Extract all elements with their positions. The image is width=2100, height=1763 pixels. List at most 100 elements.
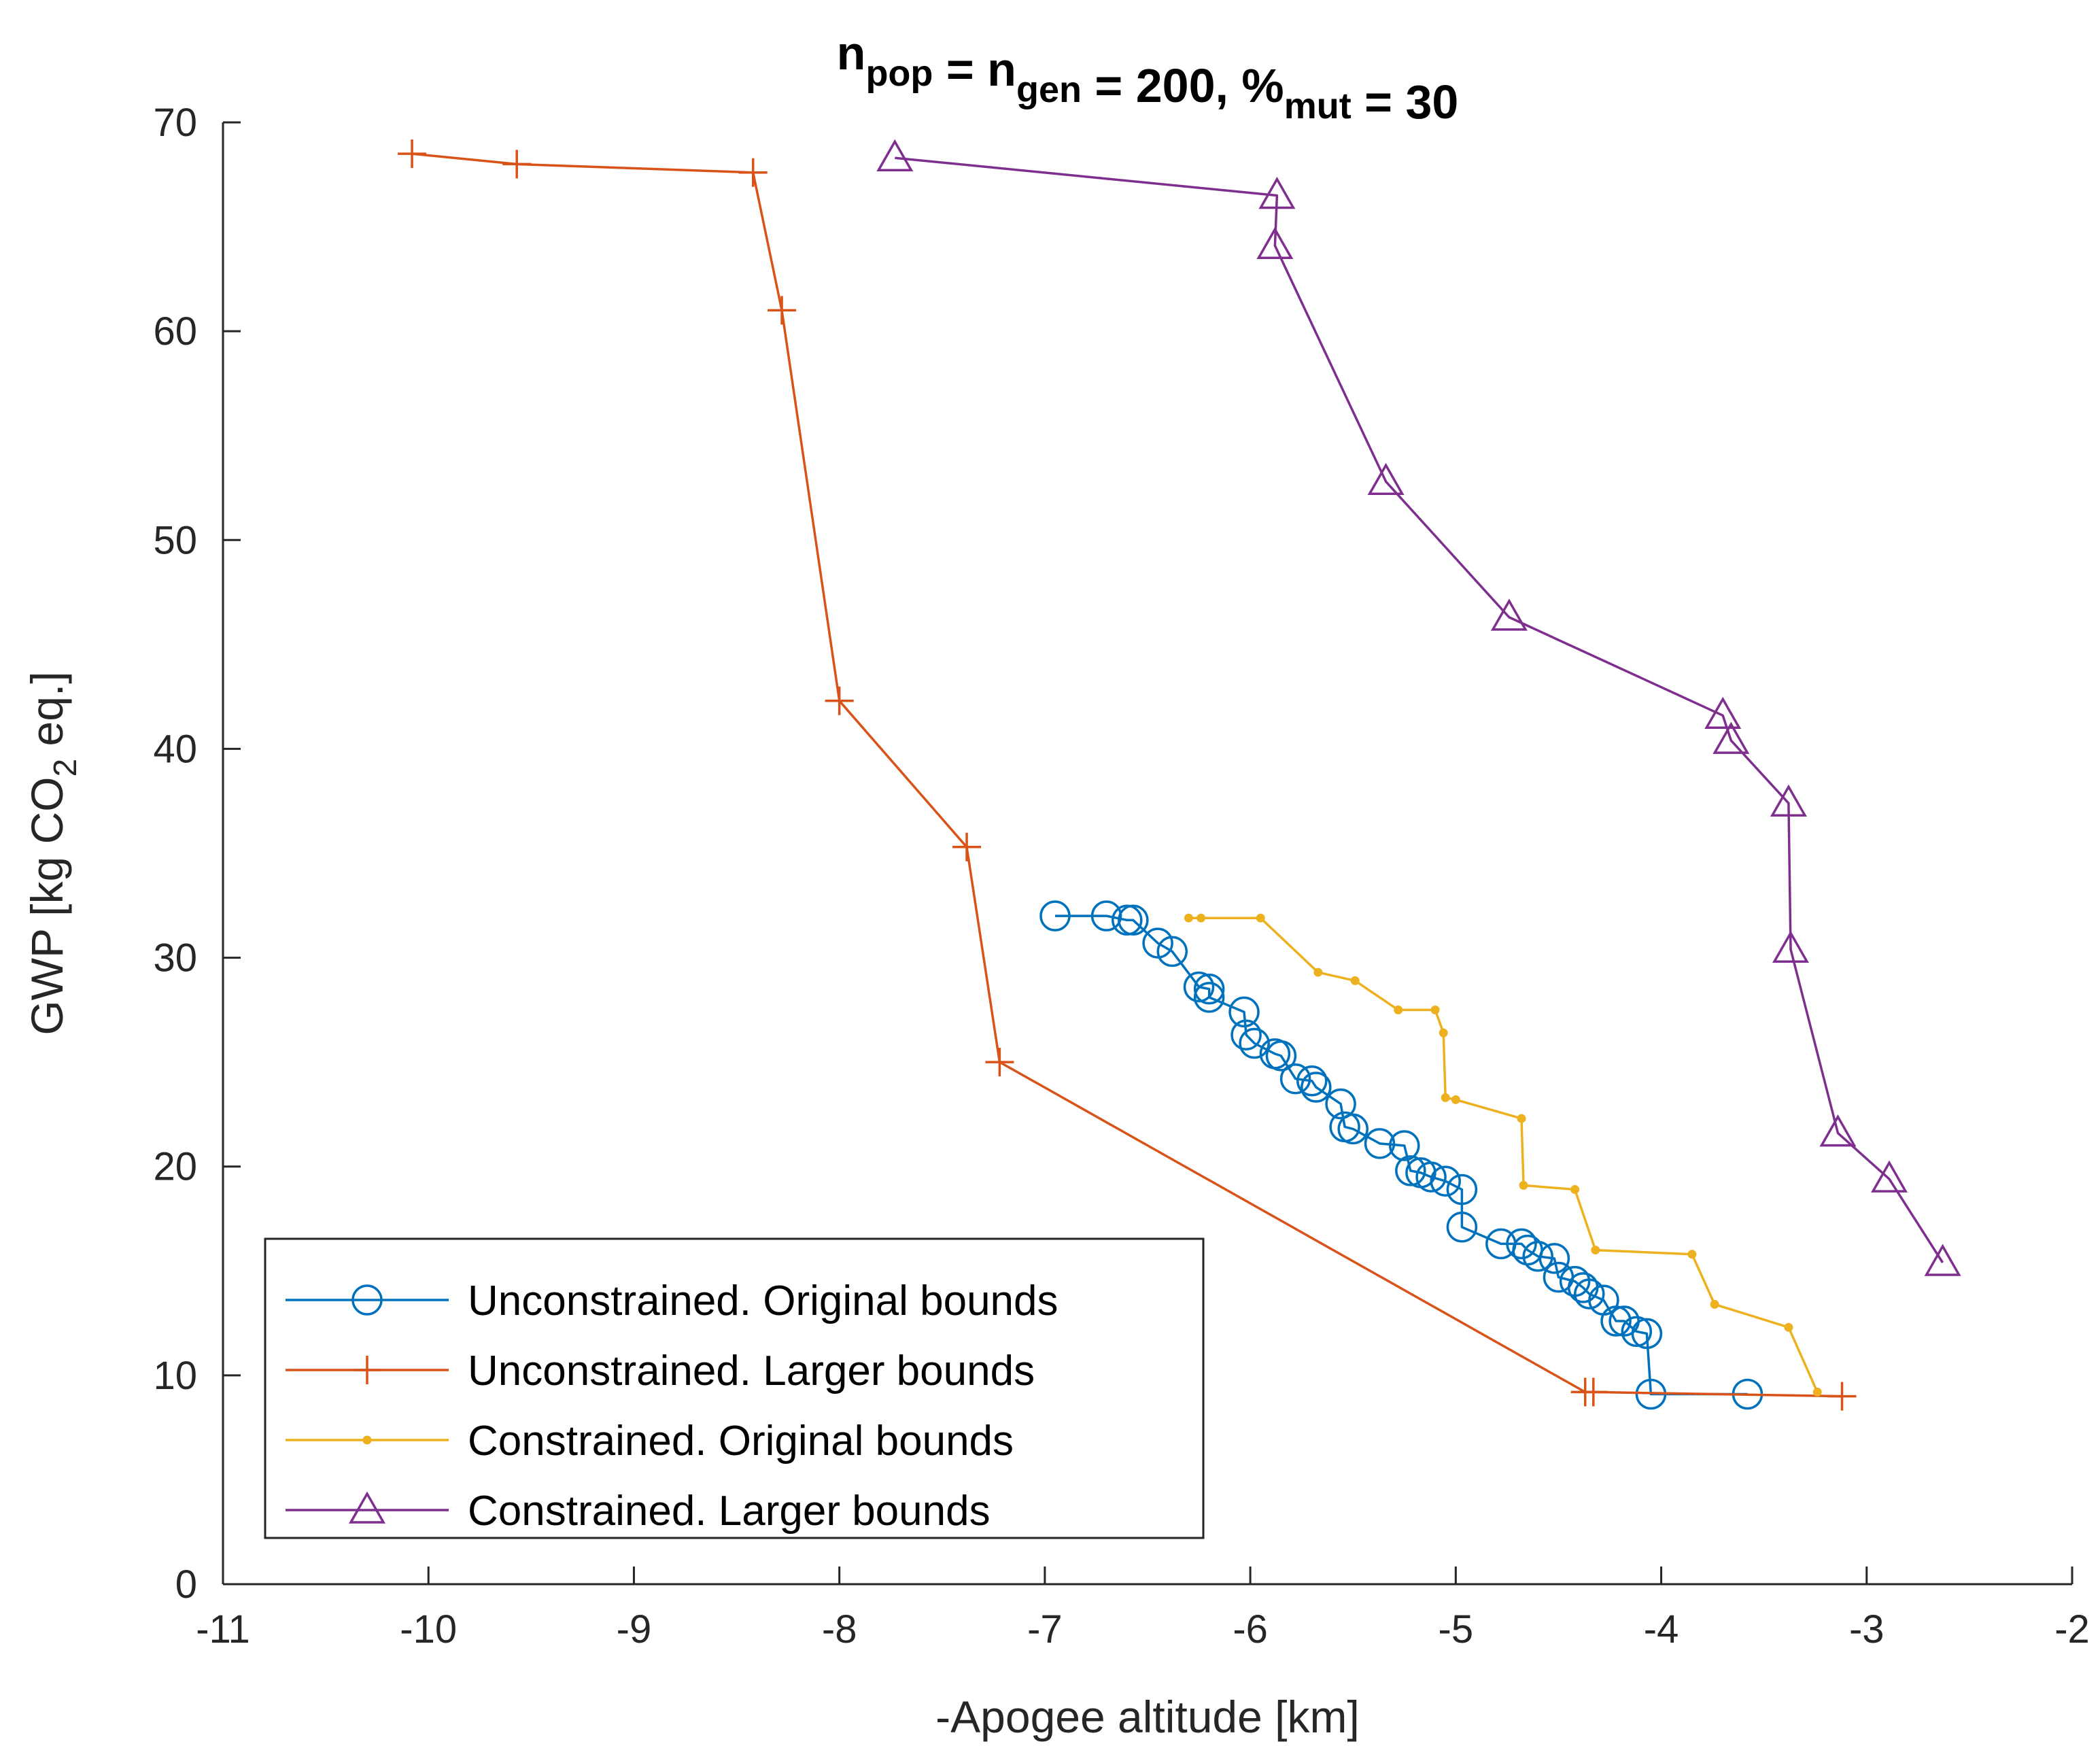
legend-items: Unconstrained. Original bounds Unconstrai… xyxy=(286,1278,1058,1535)
data-point xyxy=(1770,784,1807,817)
y-tick-label: 70 xyxy=(153,101,197,145)
data-point xyxy=(1517,1114,1526,1123)
y-tick-label: 30 xyxy=(153,936,197,980)
data-point xyxy=(1446,1174,1478,1205)
y-tick-label: 20 xyxy=(153,1145,197,1189)
x-tick-label: -6 xyxy=(1233,1607,1268,1651)
data-point xyxy=(502,150,532,179)
data-point xyxy=(1184,913,1193,923)
data-point xyxy=(1142,927,1173,959)
data-point xyxy=(1827,1382,1857,1411)
data-point xyxy=(1350,976,1360,985)
data-point xyxy=(1451,1095,1460,1104)
x-tick-label: -8 xyxy=(822,1607,857,1651)
title-part: = 200, % xyxy=(1082,59,1284,112)
data-point xyxy=(1156,936,1188,968)
y-tick-label: 0 xyxy=(175,1562,197,1607)
data-point xyxy=(985,1048,1014,1077)
series-line xyxy=(411,152,1842,1398)
legend-item: Constrained. Original bounds xyxy=(286,1418,1014,1465)
legend-label: Constrained. Original bounds xyxy=(468,1418,1014,1465)
data-point xyxy=(768,296,797,325)
data-point xyxy=(1228,996,1260,1028)
data-point xyxy=(1430,1165,1461,1197)
y-axis-label: GWP [kg CO2 eq.] xyxy=(22,671,84,1035)
data-point xyxy=(1490,598,1528,631)
data-point xyxy=(1258,176,1296,209)
legend-label: Unconstrained. Larger bounds xyxy=(468,1348,1035,1394)
title-subscript: pop xyxy=(865,53,933,94)
data-point xyxy=(1784,1322,1793,1332)
data-point xyxy=(1687,1250,1697,1259)
data-point xyxy=(1279,1063,1311,1095)
legend-marker xyxy=(348,1491,386,1524)
data-point xyxy=(1415,1161,1447,1193)
data-point xyxy=(1337,1113,1369,1145)
x-tick-label: -4 xyxy=(1644,1607,1679,1651)
legend-item: Unconstrained. Larger bounds xyxy=(286,1348,1035,1394)
title-part: n xyxy=(837,27,866,80)
y-tick-label: 10 xyxy=(153,1354,197,1398)
x-tick-label: -3 xyxy=(1849,1607,1884,1651)
y-label-text: eq.] xyxy=(22,671,72,758)
x-axis-label: -Apogee altitude [km] xyxy=(935,1692,1360,1742)
data-point xyxy=(1118,904,1149,936)
data-point xyxy=(1441,1093,1450,1102)
x-ticks: -11 -10 -9 -8 -7 -6 -5 -4 -3 -2 xyxy=(196,1567,2090,1651)
data-point xyxy=(876,139,914,171)
series-line xyxy=(1055,914,1748,1396)
data-point xyxy=(1256,913,1265,923)
data-point xyxy=(1924,1244,1961,1276)
data-point xyxy=(1230,1019,1262,1050)
y-label-subscript: 2 xyxy=(48,759,84,777)
data-point xyxy=(1591,1246,1600,1255)
data-point xyxy=(1439,1028,1448,1038)
data-point xyxy=(1772,930,1809,963)
legend-marker xyxy=(362,1435,372,1445)
data-point xyxy=(1812,1387,1822,1397)
series-line xyxy=(1188,917,1819,1393)
series-1 xyxy=(1039,900,1763,1410)
data-point xyxy=(1538,1243,1570,1274)
y-tick-label: 50 xyxy=(153,518,197,562)
legend-label: Unconstrained. Original bounds xyxy=(468,1278,1058,1324)
data-point xyxy=(1367,462,1405,496)
x-tick-label: -5 xyxy=(1439,1607,1474,1651)
data-point xyxy=(1301,1072,1332,1103)
title-part: = n xyxy=(933,43,1016,96)
x-tick-label: -11 xyxy=(196,1607,250,1651)
data-point xyxy=(1265,1040,1297,1072)
data-point xyxy=(1600,1305,1632,1337)
data-point xyxy=(1430,1005,1440,1014)
title-subscript: mut xyxy=(1284,86,1352,126)
data-point xyxy=(1704,696,1742,730)
data-point xyxy=(1193,982,1225,1013)
series-line xyxy=(895,156,1944,1263)
data-point xyxy=(1395,1155,1426,1186)
data-point xyxy=(1522,1241,1553,1272)
data-point xyxy=(1325,1088,1356,1120)
series-3 xyxy=(1184,913,1822,1397)
data-point xyxy=(1197,913,1206,923)
y-label-text: GWP [kg CO xyxy=(22,776,72,1035)
data-point xyxy=(1631,1318,1663,1350)
series-4 xyxy=(876,139,1961,1276)
data-point xyxy=(1621,1316,1653,1348)
chart-title: npop = ngen = 200, %mut = 30 xyxy=(837,27,1459,129)
data-point xyxy=(1446,1212,1478,1243)
data-point xyxy=(1394,1005,1403,1014)
data-point xyxy=(1871,1160,1908,1193)
data-point xyxy=(1519,1180,1528,1190)
legend-marker xyxy=(353,1356,381,1384)
series-2 xyxy=(398,139,1857,1411)
legend-marker xyxy=(351,1284,383,1316)
y-ticks: 0 10 20 30 40 50 60 70 xyxy=(153,101,241,1607)
title-part: = 30 xyxy=(1352,75,1459,129)
legend-box xyxy=(264,1237,1205,1539)
series-layer xyxy=(398,139,1961,1411)
data-point xyxy=(1296,1065,1328,1097)
legend: Unconstrained. Original bounds Unconstrai… xyxy=(264,1237,1205,1539)
legend-item: Unconstrained. Original bounds xyxy=(286,1278,1058,1324)
data-point xyxy=(952,832,982,861)
